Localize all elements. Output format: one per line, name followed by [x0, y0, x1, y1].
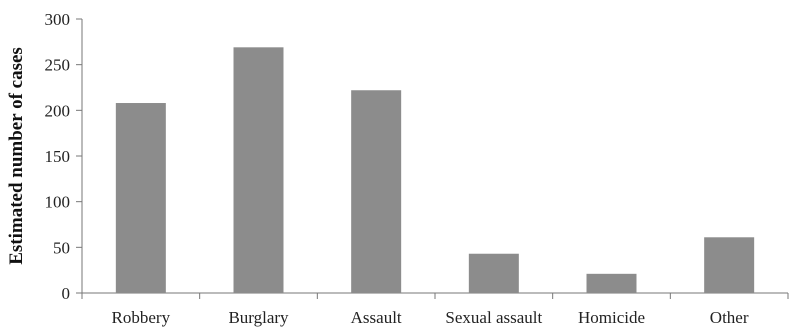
y-tick-label: 300	[45, 10, 71, 29]
axes	[81, 19, 789, 299]
x-tick-label: Sexual assault	[445, 308, 542, 327]
y-axis-label: Estimated number of cases	[6, 47, 27, 265]
y-tick-label: 0	[62, 284, 71, 303]
bar	[115, 103, 166, 293]
bar	[586, 273, 637, 293]
x-labels: Robbery Burglary Assault Sexual assault Homi…	[112, 308, 749, 327]
bar	[233, 47, 284, 294]
x-tick-label: Burglary	[228, 308, 289, 327]
x-tick-label: Robbery	[112, 308, 171, 327]
x-tick-label: Other	[710, 308, 749, 327]
bars	[115, 47, 755, 294]
x-tick-label: Homicide	[578, 308, 645, 327]
y-tick-label: 50	[53, 238, 70, 257]
y-tick-label: 150	[45, 147, 71, 166]
bar	[704, 237, 755, 293]
x-tick-label: Assault	[351, 308, 402, 327]
bar	[351, 90, 402, 294]
y-tick-label: 100	[45, 193, 71, 212]
y-tick-label: 250	[45, 56, 71, 75]
y-ticks: 0 50 100 150 200 250 300	[45, 10, 82, 303]
y-tick-label: 200	[45, 101, 71, 120]
bar	[468, 253, 519, 293]
